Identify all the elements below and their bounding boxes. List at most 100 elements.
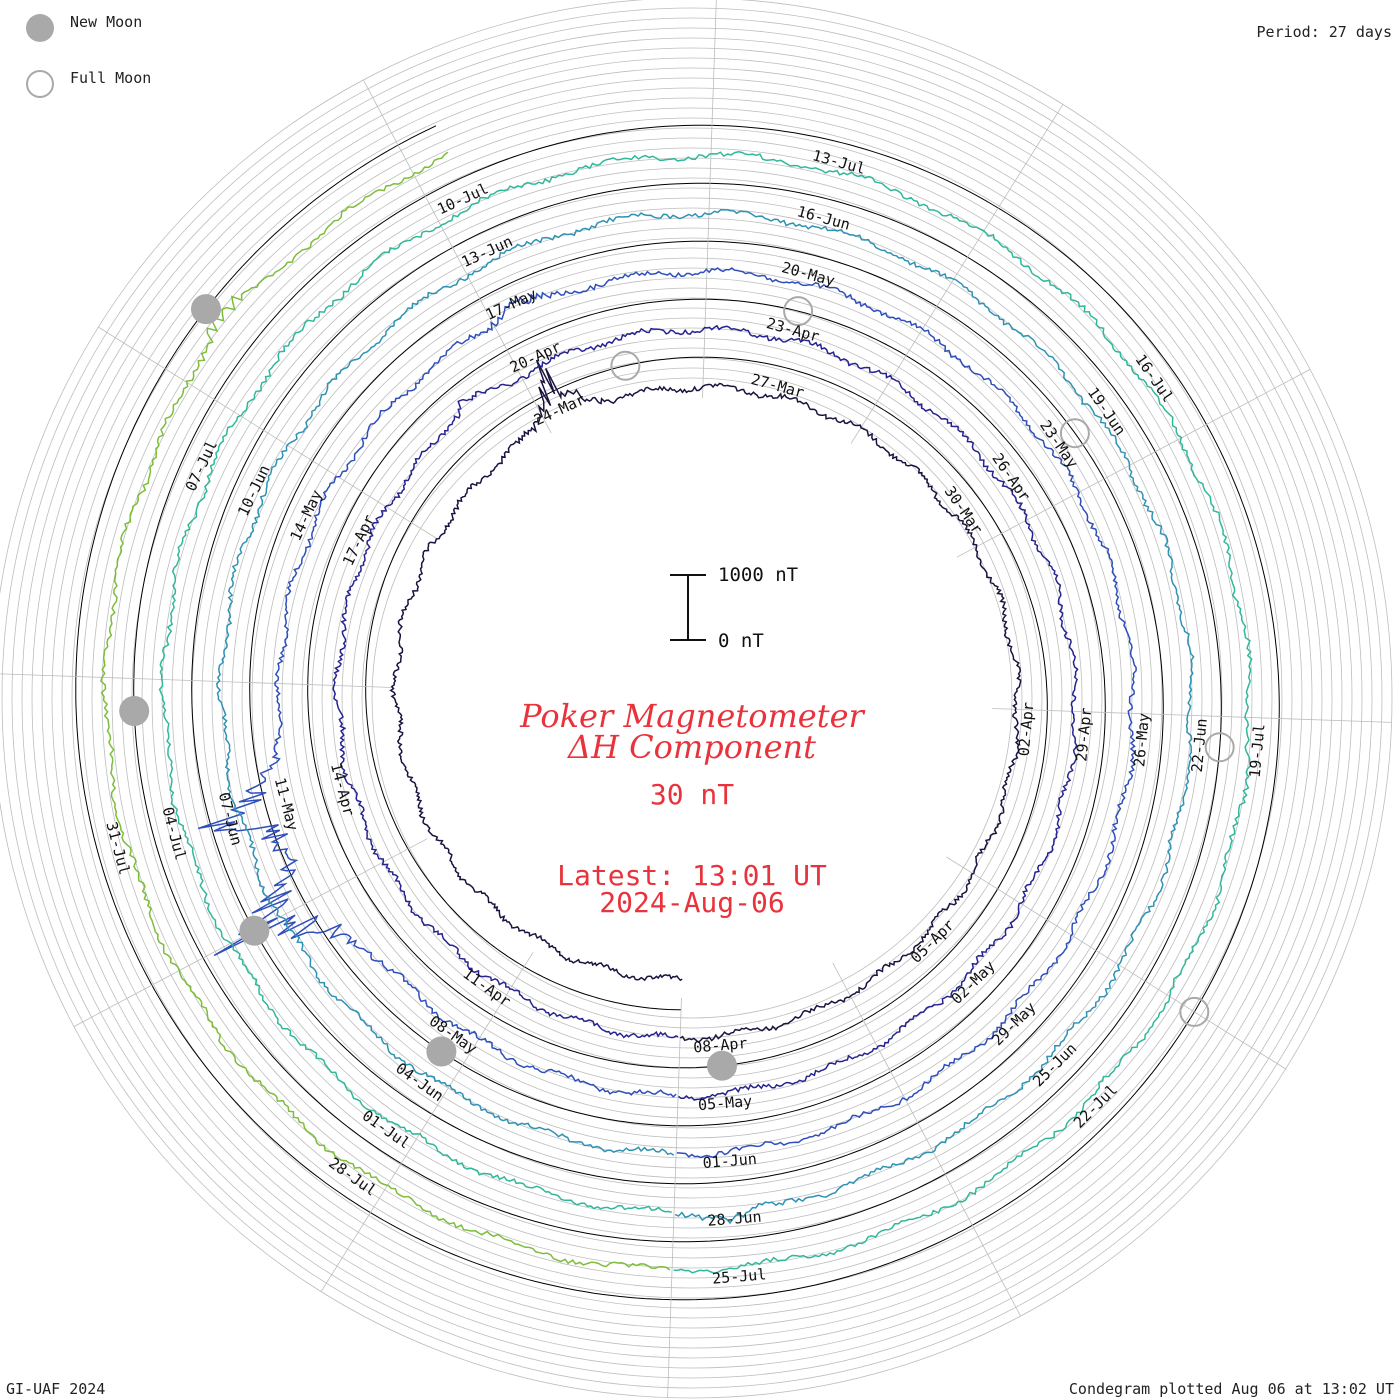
legend-full-moon: Full Moon bbox=[26, 69, 152, 98]
grid-spoke bbox=[702, 0, 717, 399]
credit-label: GI-UAF 2024 bbox=[6, 1380, 106, 1398]
trace-rotation-2 bbox=[332, 324, 1079, 1101]
date-label: 14-May bbox=[287, 487, 326, 544]
date-label: 29-May bbox=[988, 998, 1039, 1049]
grid-ring bbox=[231, 237, 1153, 1159]
date-label: 19-Jul bbox=[1246, 723, 1269, 779]
grid-ring bbox=[21, 27, 1363, 1369]
grid-ring bbox=[371, 377, 1013, 1019]
legend-full-moon-label: Full Moon bbox=[70, 69, 152, 87]
grid-ring bbox=[171, 177, 1213, 1219]
grid-ring bbox=[351, 357, 1033, 1039]
grid-ring bbox=[111, 117, 1273, 1279]
full-moon-marker bbox=[783, 296, 814, 327]
scale-bar: 1000 nT 0 nT bbox=[670, 564, 798, 652]
new-moon-marker bbox=[119, 696, 150, 726]
moon-phase-markers bbox=[119, 294, 1235, 1081]
trace-rotation-4 bbox=[216, 209, 1195, 1225]
date-label: 28-Jun bbox=[707, 1208, 762, 1230]
full-moon-marker bbox=[1204, 732, 1235, 763]
date-label: 23-Apr bbox=[764, 314, 821, 346]
grid-spoke bbox=[667, 997, 682, 1398]
grid-ring bbox=[281, 287, 1103, 1109]
date-label: 20-Apr bbox=[507, 338, 564, 377]
grid-ring bbox=[301, 307, 1083, 1089]
grid-ring bbox=[331, 337, 1053, 1059]
chart-title: Poker Magnetometer bbox=[519, 697, 865, 735]
scale-bar-bottom-label: 0 nT bbox=[718, 630, 764, 652]
date-label: 17-May bbox=[483, 285, 540, 324]
grid-ring bbox=[201, 207, 1183, 1189]
grid-ring bbox=[311, 317, 1073, 1079]
grid-ring bbox=[71, 77, 1313, 1319]
full-moon-marker bbox=[1059, 418, 1090, 449]
grid-ring bbox=[261, 267, 1123, 1129]
chart-subtitle: ΔH Component bbox=[566, 728, 816, 766]
date-label: 22-Jul bbox=[1070, 1081, 1121, 1132]
date-label: 29-Apr bbox=[1072, 707, 1095, 763]
date-label: 26-May bbox=[1130, 712, 1153, 768]
trace-rotation-6 bbox=[100, 151, 671, 1271]
legend-new-moon: New Moon bbox=[26, 13, 143, 42]
full-moon-marker bbox=[1179, 996, 1210, 1027]
grid-ring bbox=[141, 147, 1243, 1249]
date-label: 10-Jun bbox=[234, 462, 273, 519]
trace-rotation-5 bbox=[158, 151, 1253, 1275]
grid-spoke bbox=[98, 326, 438, 540]
scale-text: 30 nT bbox=[650, 778, 734, 811]
date-label: 31-Jul bbox=[102, 820, 133, 877]
grid-ring bbox=[151, 157, 1233, 1239]
grid-ring bbox=[51, 57, 1333, 1339]
trace-rotation-1 bbox=[389, 359, 1022, 1044]
grid-ring bbox=[121, 127, 1263, 1269]
full-moon-icon bbox=[26, 70, 54, 98]
grid-ring bbox=[91, 97, 1293, 1299]
new-moon-icon bbox=[26, 14, 54, 42]
grid-ring bbox=[11, 17, 1373, 1379]
grid-spoke bbox=[850, 104, 1064, 444]
new-moon-marker bbox=[707, 1050, 737, 1081]
delta-h-traces bbox=[100, 151, 1253, 1275]
grid-ring bbox=[81, 87, 1303, 1309]
grid-ring bbox=[251, 257, 1133, 1139]
grid-ring bbox=[41, 47, 1343, 1349]
period-label: Period: 27 days bbox=[1256, 23, 1392, 41]
date-label: 07-Jun bbox=[215, 790, 246, 847]
grid-ring bbox=[241, 247, 1143, 1149]
grid-ring bbox=[271, 277, 1113, 1119]
grid-spoke bbox=[956, 369, 1311, 558]
date-label: 05-May bbox=[697, 1092, 752, 1114]
grid-spoke bbox=[991, 708, 1392, 723]
latest-date: 2024-Aug-06 bbox=[599, 886, 784, 919]
date-label: 08-Apr bbox=[693, 1034, 748, 1056]
guide-spirals bbox=[75, 124, 1280, 1301]
full-moon-marker bbox=[610, 350, 641, 381]
grid-ring bbox=[181, 187, 1203, 1209]
legend-new-moon-label: New Moon bbox=[70, 13, 143, 31]
date-label: 25-Jul bbox=[712, 1265, 767, 1287]
date-label: 02-Apr bbox=[1015, 701, 1038, 757]
grid-ring bbox=[211, 217, 1173, 1179]
date-label: 01-Jun bbox=[702, 1150, 757, 1172]
grid-ring bbox=[221, 227, 1163, 1169]
grid-ring bbox=[31, 37, 1353, 1359]
new-moon-marker bbox=[239, 915, 270, 946]
grid-spoke bbox=[0, 673, 393, 688]
grid-spoke bbox=[832, 962, 1021, 1317]
date-label: 22-Jun bbox=[1188, 718, 1211, 774]
plotted-label: Condegram plotted Aug 06 at 13:02 UT bbox=[1068, 1380, 1394, 1398]
new-moon-marker bbox=[191, 294, 221, 325]
date-label: 16-Jun bbox=[795, 202, 852, 234]
guide-spiral bbox=[75, 124, 1280, 1301]
grid-spoke bbox=[946, 856, 1286, 1070]
grid-ring bbox=[341, 347, 1043, 1049]
grid-ring bbox=[61, 67, 1323, 1329]
new-moon-marker bbox=[426, 1036, 457, 1067]
grid-ring bbox=[1, 7, 1383, 1389]
grid-spoke bbox=[320, 952, 534, 1292]
grid-spoke bbox=[363, 79, 552, 434]
